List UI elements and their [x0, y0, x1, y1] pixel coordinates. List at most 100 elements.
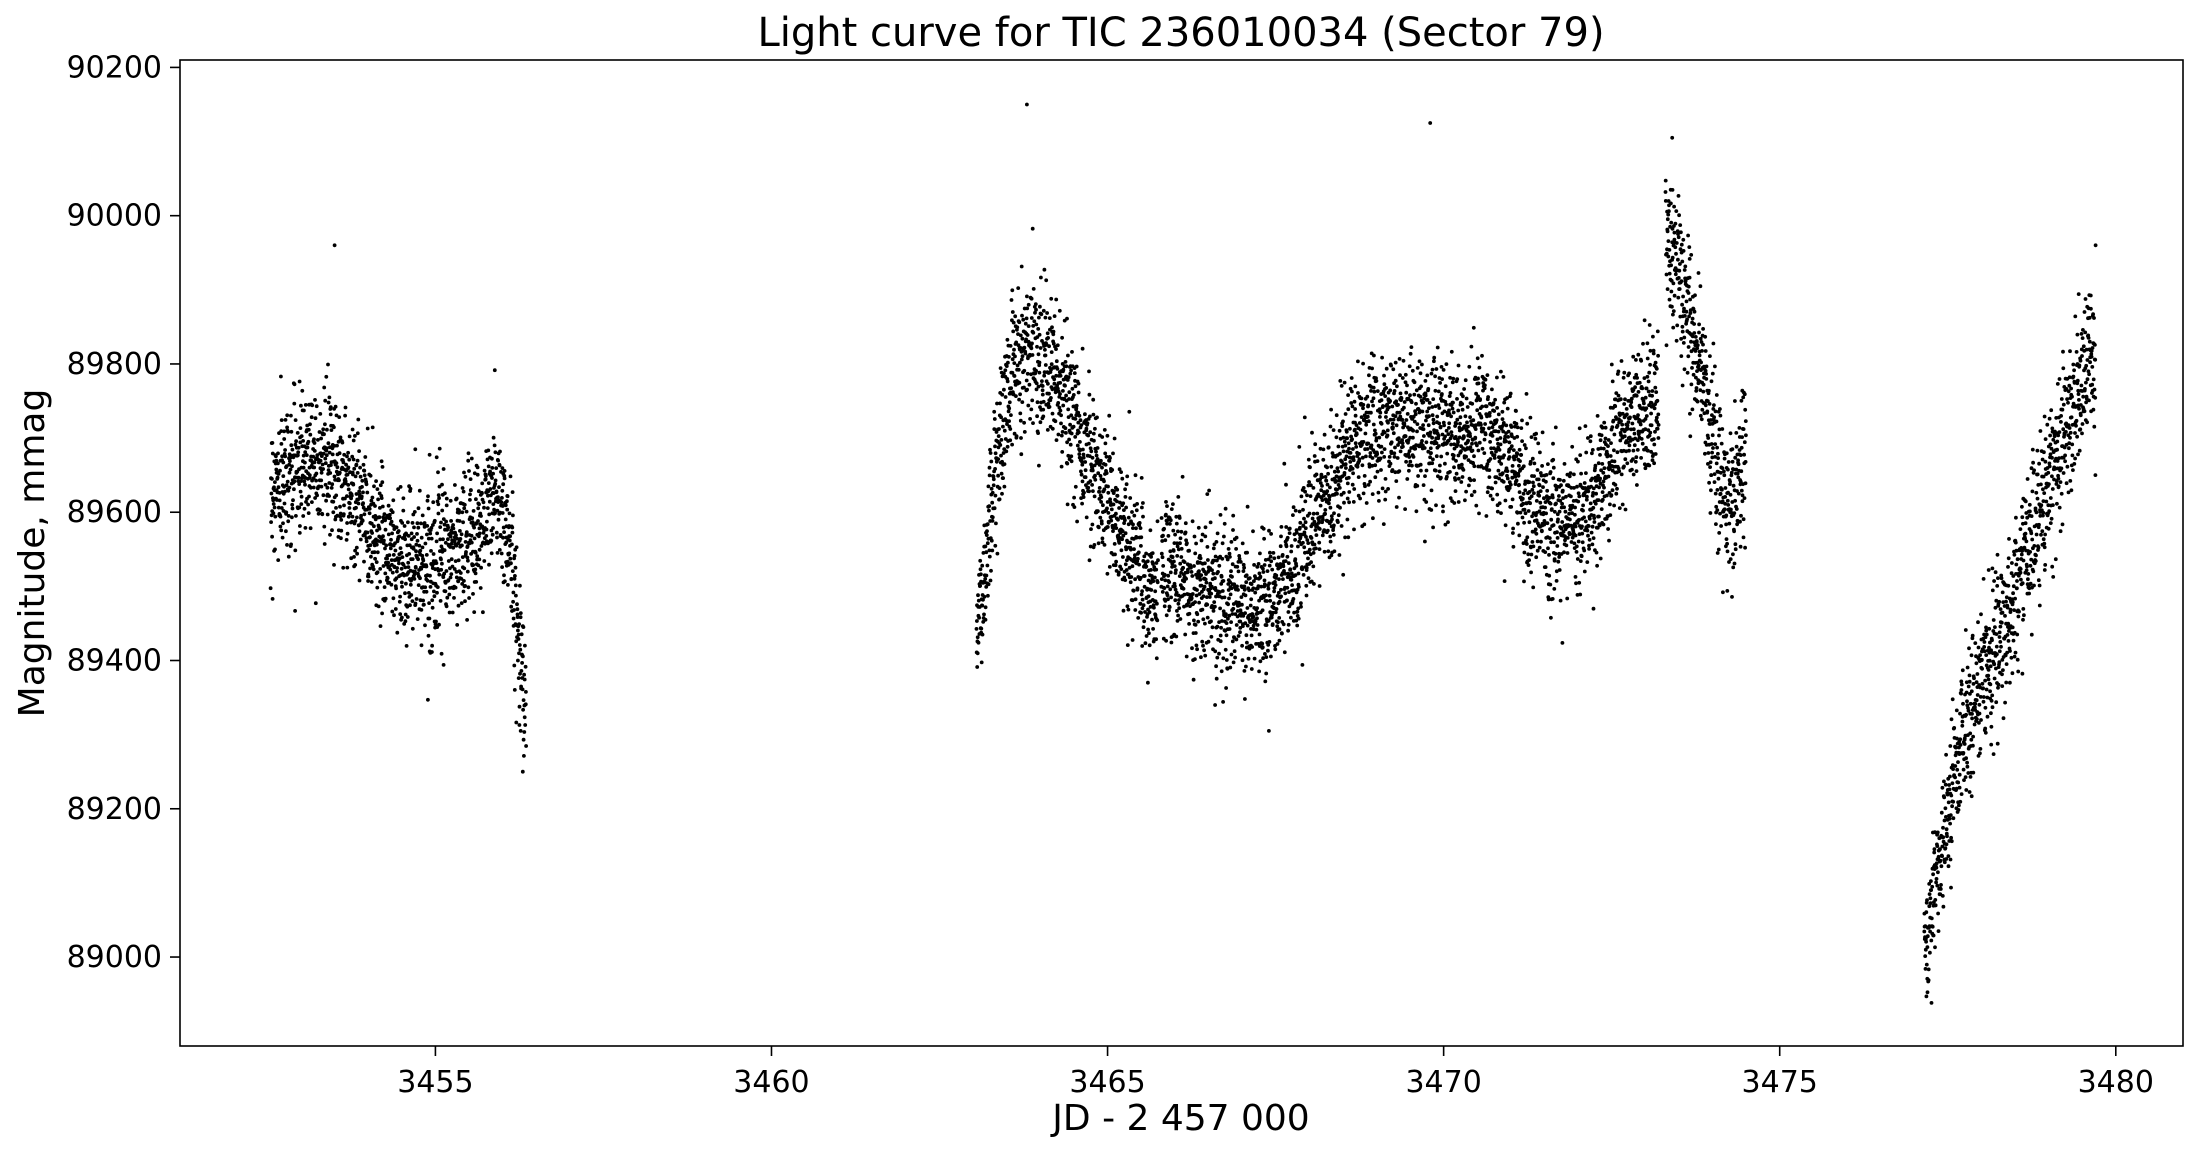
data-point: [1118, 500, 1122, 505]
data-point: [1429, 488, 1434, 493]
data-point: [1166, 597, 1170, 602]
data-point: [1078, 418, 1083, 423]
data-point: [321, 467, 325, 471]
data-point: [1275, 642, 1280, 646]
data-point: [1060, 430, 1065, 434]
data-point: [1609, 441, 1613, 445]
data-point: [1177, 598, 1181, 602]
data-point: [1489, 446, 1493, 451]
data-point: [1199, 583, 1204, 588]
data-point: [330, 452, 335, 457]
data-point: [1080, 501, 1084, 506]
data-point: [1215, 558, 1219, 563]
data-point: [1364, 501, 1369, 505]
data-point: [1445, 451, 1450, 456]
data-point: [365, 490, 370, 495]
data-point: [1343, 443, 1348, 448]
data-point: [1434, 441, 1439, 445]
data-point: [1120, 529, 1125, 534]
data-point: [484, 527, 489, 532]
data-point: [1317, 540, 1322, 545]
data-point: [460, 543, 464, 548]
data-point: [434, 539, 439, 544]
data-point: [360, 518, 365, 523]
data-point: [1037, 370, 1042, 375]
data-point: [1529, 494, 1534, 499]
data-point: [1534, 518, 1539, 523]
data-point: [357, 529, 362, 534]
data-point: [381, 564, 386, 568]
data-point: [1404, 390, 1409, 395]
data-point: [1324, 478, 1329, 483]
data-point: [1123, 531, 1128, 536]
data-point: [481, 610, 485, 615]
data-point: [1293, 573, 1298, 577]
data-point: [1220, 589, 1225, 593]
data-point: [1472, 478, 1476, 482]
data-point: [1283, 559, 1288, 563]
data-point: [425, 532, 429, 537]
data-point: [1632, 431, 1637, 436]
data-point: [1138, 526, 1143, 530]
data-point: [1649, 411, 1653, 416]
data-point: [1325, 482, 1330, 487]
data-point: [306, 439, 311, 444]
data-point: [1264, 671, 1269, 676]
data-point: [1351, 455, 1356, 460]
data-point: [1577, 580, 1582, 585]
data-point: [304, 500, 308, 504]
data-point: [337, 478, 341, 483]
data-point: [1155, 601, 1159, 606]
data-point: [1015, 325, 1020, 330]
data-point: [439, 520, 443, 525]
data-point: [1405, 477, 1410, 481]
data-point: [382, 512, 387, 516]
data-point: [1375, 469, 1380, 474]
data-point: [311, 476, 316, 481]
data-point: [1651, 348, 1656, 353]
data-point: [413, 601, 418, 606]
data-point: [1194, 643, 1199, 648]
data-point: [1275, 562, 1279, 567]
data-point: [998, 401, 1002, 406]
data-point: [1312, 454, 1317, 458]
data-point: [1051, 341, 1056, 346]
data-point: [1202, 584, 1207, 589]
data-point: [1381, 522, 1386, 526]
data-point: [1008, 438, 1013, 443]
data-point: [409, 593, 414, 597]
data-point: [1323, 512, 1327, 516]
data-point: [333, 404, 338, 409]
data-point: [505, 494, 510, 499]
data-point: [1385, 428, 1390, 433]
data-point: [387, 512, 392, 517]
data-point: [1632, 443, 1637, 448]
data-point: [518, 671, 522, 676]
data-point: [273, 514, 278, 519]
data-point: [1199, 573, 1204, 577]
data-point: [1617, 469, 1622, 474]
data-point: [1576, 539, 1581, 544]
data-point: [1550, 495, 1555, 500]
data-point: [1234, 547, 1238, 551]
data-point: [1025, 306, 1030, 311]
data-point: [510, 490, 515, 494]
data-point: [1152, 565, 1157, 569]
data-point: [1634, 372, 1639, 377]
data-point: [415, 538, 420, 543]
data-point: [1538, 500, 1543, 505]
data-point: [1499, 462, 1504, 466]
data-point: [302, 408, 306, 413]
data-point: [1384, 415, 1388, 419]
data-point: [986, 484, 991, 489]
data-point: [1422, 446, 1427, 450]
data-point: [475, 554, 480, 559]
data-point: [1162, 526, 1166, 531]
data-point: [1552, 587, 1557, 591]
data-point: [354, 545, 359, 550]
data-point: [367, 547, 371, 552]
data-point: [1016, 343, 1021, 348]
data-point: [1332, 469, 1337, 474]
data-point: [996, 434, 1001, 438]
data-point: [1462, 387, 1466, 391]
